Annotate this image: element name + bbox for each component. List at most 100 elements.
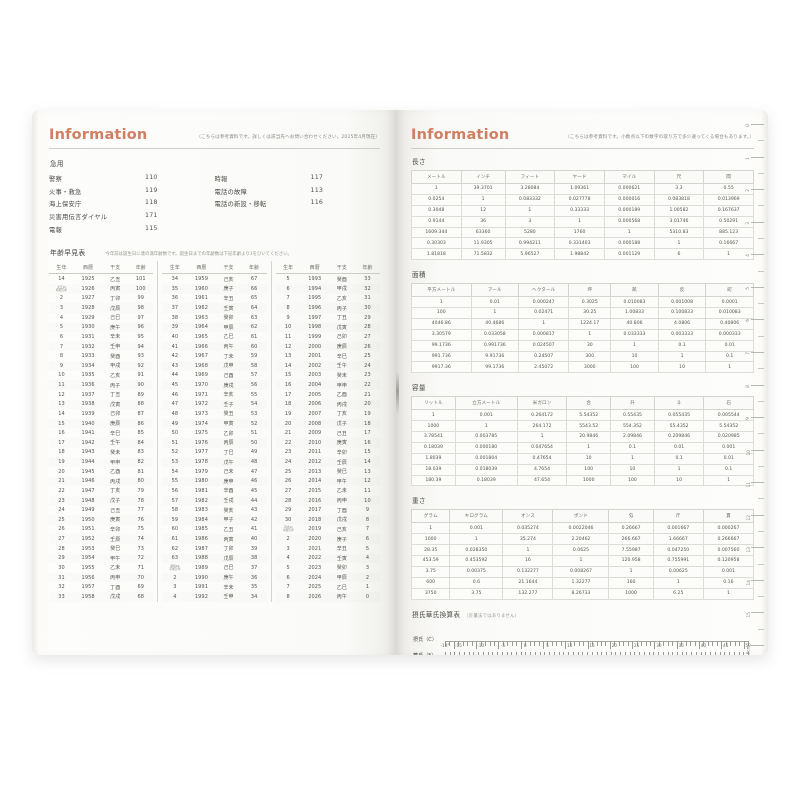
weight-cell: 0.26667 (608, 522, 654, 535)
celsius-axis-label: 摂氏（C） (413, 636, 437, 643)
fahrenheit-tick (506, 651, 508, 655)
age-cell: 8 (286, 593, 290, 600)
age-cell: 戊辰 (223, 555, 234, 562)
area-cell: 9.91736 (470, 350, 520, 363)
age-cell: 12 (364, 478, 371, 485)
area-cell: 1.00833 (610, 307, 659, 319)
era-ruby-annotation: 昭和64 平成元年 (169, 563, 181, 571)
length-cell: 0.0254 (411, 193, 462, 206)
age-cell: 2024 (308, 574, 322, 581)
age-cell: 2015 (308, 487, 322, 494)
cm-ruler-tick (758, 270, 764, 272)
age-table-row: 4 1992 壬申 34 (162, 592, 266, 602)
cm-ruler-tick (758, 303, 764, 305)
weight-cell: 1 (608, 565, 654, 578)
age-table-row: 39 1964 甲辰 62 (162, 323, 266, 333)
celsius-tick (641, 640, 643, 646)
age-cell: 52 (171, 449, 179, 456)
length-cell: 1609.344 (411, 226, 462, 239)
celsius-tick (489, 640, 491, 646)
age-cell: 1936 (81, 382, 95, 389)
area-conversion-table: 平方メートル アール ヘクタール坪畝反町 1 0.01 0.000247 0.3025 0.0… (411, 283, 754, 374)
age-table-row: 25 2013 癸巳 13 (276, 467, 380, 477)
age-table-row: 38 1963 癸卯 63 (162, 313, 266, 323)
fahrenheit-tick (544, 651, 546, 655)
age-cell: 戊子 (336, 421, 347, 428)
area-row: 9917.36 99.1736 2.45072 3000 100 10 1 (411, 361, 754, 374)
fahrenheit-tick (577, 651, 579, 655)
fahrenheit-tick (478, 651, 480, 655)
age-cell: 5 (286, 564, 290, 571)
area-row: 4046.86 40.4686 1 1224.17 40.806 4.0806 0.4080… (411, 317, 754, 330)
age-cell: 83 (137, 449, 145, 456)
age-cell: 1939 (81, 410, 95, 417)
area-section-label: 面積 (412, 271, 426, 280)
length-cell: 0.000188 (603, 237, 655, 250)
age-cell: 丁卯 (110, 295, 121, 302)
cm-ruler-tick (758, 596, 764, 598)
area-cell: 0.000247 (518, 296, 570, 308)
emergency-row: 電話の故障 113 (215, 185, 381, 198)
fahrenheit-tick (629, 651, 631, 655)
weight-cell: 0.6 (449, 576, 504, 589)
age-table-row: 48 1973 癸丑 53 (162, 409, 266, 419)
age-cell: 47 (171, 401, 179, 408)
length-cell: 5.96527 (504, 248, 556, 261)
area-cell: 3000 (568, 361, 612, 374)
age-table-row: 21 1946 丙戌 80 (49, 477, 153, 487)
age-cell: 45 (250, 487, 258, 494)
volume-cell: 0.003785 (454, 431, 518, 443)
fahrenheit-tick (582, 651, 584, 655)
age-cell: 1978 (194, 459, 208, 466)
age-cell: 31 (58, 574, 65, 581)
celsius-tick (712, 640, 714, 646)
age-table-row: 30 1955 乙未 71 (49, 563, 153, 573)
length-cell: 0.001129 (603, 248, 655, 261)
age-cell: 5 (286, 276, 290, 283)
age-cell: 9 (59, 362, 64, 369)
age-column-header: 西暦 (187, 260, 216, 275)
length-cell: 39.3701 (460, 183, 506, 195)
age-cell: 1942 (81, 439, 95, 446)
cm-ruler-tick (751, 286, 764, 288)
area-cell: 1 (568, 328, 612, 341)
age-cell: 5 (59, 324, 64, 331)
fahrenheit-tick (520, 651, 522, 655)
celsius-tick (547, 640, 549, 646)
age-cell: 1990 (194, 574, 208, 581)
age-cell: 1941 (81, 430, 95, 437)
age-cell: 78 (137, 497, 145, 504)
age-cell: 23 (364, 372, 371, 379)
age-cell: 11 (284, 333, 292, 340)
age-cell: 1 (365, 584, 370, 591)
length-row: 0.3048 12 1 0.33333 0.000189 1.00582 0.167637 (411, 204, 754, 217)
length-column-header: ヤード (554, 170, 605, 184)
area-cell: 99.1736 (411, 339, 472, 352)
length-cell: 3.3 (653, 183, 705, 195)
age-cell: 77 (137, 507, 145, 514)
age-column-header: 年齢 (128, 260, 154, 275)
celsius-tick (525, 640, 527, 646)
age-cell: 2000 (308, 343, 322, 350)
age-cell: 1929 (81, 314, 95, 321)
age-cell: 58 (171, 507, 179, 514)
length-cell: 71.5832 (460, 248, 506, 261)
area-cell: 10 (610, 350, 659, 363)
age-cell: 26 (364, 343, 371, 350)
age-cell: 51 (171, 439, 179, 446)
volume-cell: 1000 (566, 474, 612, 487)
celsius-tick (583, 640, 585, 646)
age-cell: 42 (171, 353, 179, 360)
age-cell: 1940 (81, 420, 95, 427)
area-cell: 9917.36 (411, 361, 472, 374)
age-cell: 1982 (194, 497, 208, 504)
volume-cell: 1 (703, 474, 754, 487)
age-cell: 95 (137, 333, 145, 340)
emergency-number: 115 (145, 225, 158, 233)
age-cell: 26 (284, 478, 292, 485)
length-cell: 1 (411, 183, 462, 195)
age-table-row: 24 2012 壬辰 14 (276, 457, 380, 467)
length-cell: 1 (554, 215, 605, 228)
age-cell: 32 (364, 285, 371, 292)
age-table-row: 12 2000 庚辰 26 (276, 342, 380, 352)
